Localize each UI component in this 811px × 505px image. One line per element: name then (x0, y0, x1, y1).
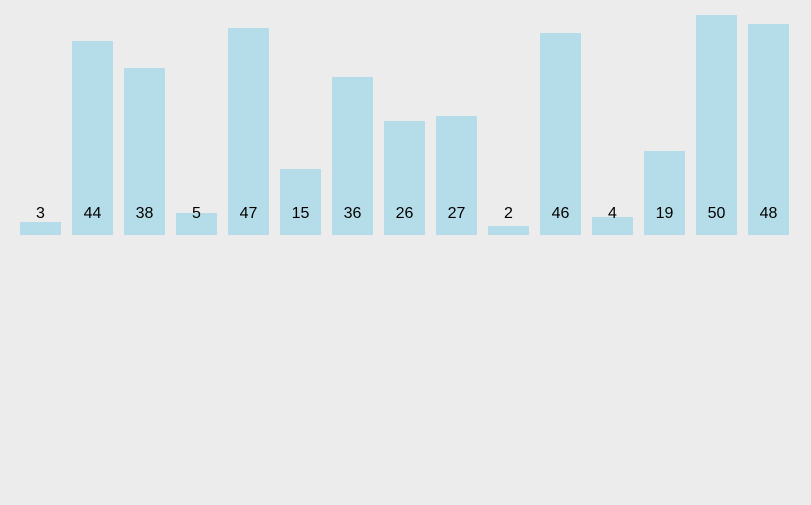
bar-value-label: 26 (384, 205, 425, 223)
bar-value-label: 19 (644, 205, 685, 223)
bar-value-label: 44 (72, 205, 113, 223)
bar-value-label: 15 (280, 205, 321, 223)
bar-value-label: 50 (696, 205, 737, 223)
bar (696, 15, 737, 235)
bar-value-label: 2 (488, 205, 529, 223)
bar-value-label: 5 (176, 205, 217, 223)
bar-value-label: 3 (20, 205, 61, 223)
bar-value-label: 4 (592, 205, 633, 223)
bar-value-label: 47 (228, 205, 269, 223)
bar (488, 226, 529, 235)
bar (228, 28, 269, 235)
bar-chart: 3 44 38 5 47 15 36 26 27 2 46 4 19 50 48 (0, 0, 811, 505)
bar (748, 24, 789, 235)
bar-value-label: 38 (124, 205, 165, 223)
bar-value-label: 36 (332, 205, 373, 223)
bar-value-label: 46 (540, 205, 581, 223)
bar-value-label: 48 (748, 205, 789, 223)
bar (280, 169, 321, 235)
bar-value-label: 27 (436, 205, 477, 223)
bar (20, 222, 61, 235)
